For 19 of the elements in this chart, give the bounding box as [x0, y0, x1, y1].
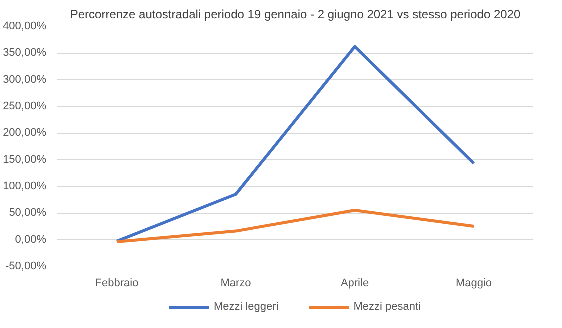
y-tick-label: 350,00% — [3, 47, 47, 60]
y-tick-label: 200,00% — [3, 127, 47, 140]
y-tick-label: 50,00% — [9, 207, 47, 220]
y-tick-label: 150,00% — [3, 154, 47, 166]
x-tick-label: Marzo — [220, 278, 252, 290]
x-tick-label: Aprile — [340, 278, 370, 290]
legend-label: Mezzi pesanti — [354, 301, 422, 313]
y-tick-label: 300,00% — [3, 74, 47, 86]
x-tick-label: Maggio — [456, 278, 492, 290]
legend-label: Mezzi leggeri — [214, 301, 279, 313]
y-tick-label: 0,00% — [15, 234, 47, 246]
chart-title: Percorrenze autostradali periodo 19 gennaio - 2 giugno 2021 vs stesso periodo 2020 — [70, 8, 521, 22]
y-tick-label: 100,00% — [3, 180, 47, 192]
line-series — [116, 45, 476, 243]
line-series — [116, 209, 476, 244]
x-tick-label: Febbraio — [95, 278, 139, 290]
y-tick-label: 400,00% — [3, 20, 47, 32]
y-tick-label: 250,00% — [3, 100, 47, 112]
y-tick-label: -50,00% — [6, 260, 47, 272]
